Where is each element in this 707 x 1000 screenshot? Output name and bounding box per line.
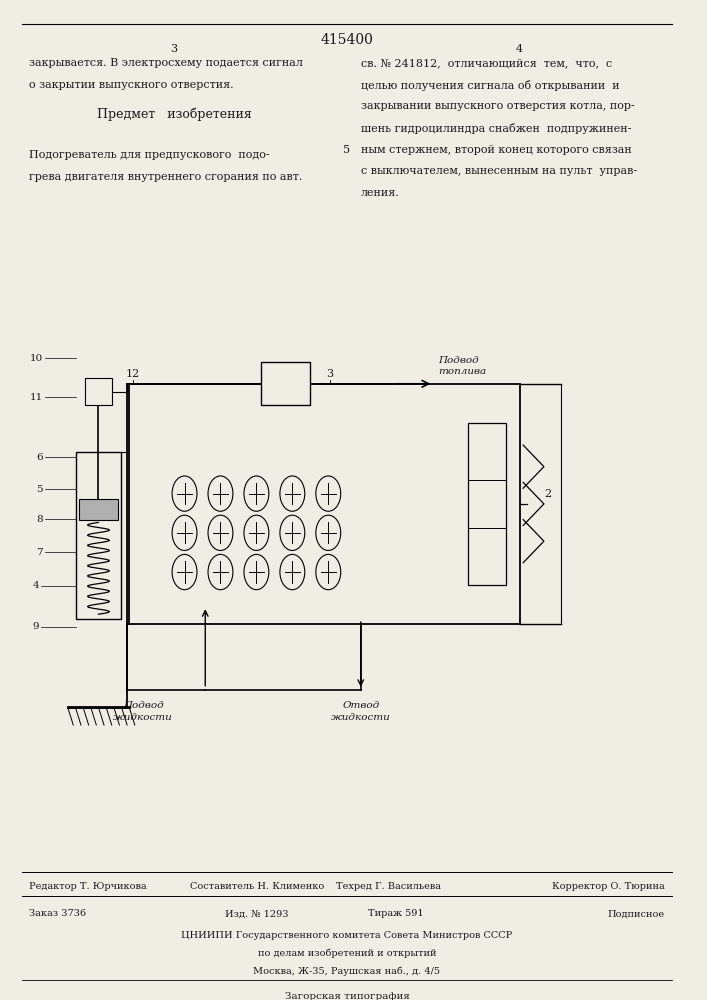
Text: 415400: 415400: [320, 33, 373, 47]
Text: 5: 5: [344, 145, 351, 155]
Text: Тираж 591: Тираж 591: [368, 909, 423, 918]
Bar: [78, 499, 118, 520]
Text: Корректор О. Тюрина: Корректор О. Тюрина: [552, 882, 665, 891]
Text: 9: 9: [33, 622, 40, 631]
Text: 11: 11: [30, 393, 43, 402]
Text: 1: 1: [280, 369, 287, 379]
Text: о закрытии выпускного отверстия.: о закрытии выпускного отверстия.: [29, 80, 233, 90]
Text: 4: 4: [33, 581, 40, 590]
Text: Техред Г. Васильева: Техред Г. Васильева: [336, 882, 441, 891]
Text: ЦНИИПИ Государственного комитета Совета Министров СССР: ЦНИИПИ Государственного комитета Совета …: [181, 931, 513, 940]
Text: 12: 12: [126, 369, 140, 379]
Bar: [76, 452, 121, 619]
Text: целью получения сигнала об открывании  и: целью получения сигнала об открывании и: [361, 80, 619, 91]
Text: шень гидроцилиндра снабжен  подпружинен-: шень гидроцилиндра снабжен подпружинен-: [361, 123, 631, 134]
Text: 3: 3: [170, 44, 177, 54]
Bar: [468, 423, 506, 585]
Text: 6: 6: [36, 453, 43, 462]
Bar: [86, 378, 112, 405]
Text: по делам изобретений и открытий: по делам изобретений и открытий: [257, 949, 436, 958]
Bar: [129, 384, 520, 624]
Text: Подвод
жидкости: Подвод жидкости: [113, 701, 173, 722]
Text: Подогреватель для предпускового  подо-: Подогреватель для предпускового подо-: [29, 150, 269, 160]
Text: Составитель Н. Клименко: Составитель Н. Клименко: [190, 882, 325, 891]
Text: 3: 3: [326, 369, 333, 379]
Text: закрывается. В электросхему подается сигнал: закрывается. В электросхему подается сиг…: [29, 58, 303, 68]
Text: с выключателем, вынесенным на пульт  управ-: с выключателем, вынесенным на пульт упра…: [361, 166, 637, 176]
Text: Подписное: Подписное: [608, 909, 665, 918]
Text: Редактор Т. Юрчикова: Редактор Т. Юрчикова: [29, 882, 146, 891]
Text: 8: 8: [36, 515, 43, 524]
Text: Предмет   изобретения: Предмет изобретения: [97, 107, 252, 121]
Bar: [261, 362, 310, 405]
Text: 7: 7: [36, 548, 43, 557]
Text: 5: 5: [36, 485, 43, 494]
Text: 2: 2: [544, 489, 551, 499]
Text: 4: 4: [516, 44, 523, 54]
Text: Подвод
топлива: Подвод топлива: [438, 356, 486, 376]
Text: закрывании выпускного отверстия котла, пор-: закрывании выпускного отверстия котла, п…: [361, 101, 634, 111]
Text: Загорская типография: Загорская типография: [284, 992, 409, 1000]
Text: грева двигателя внутреннего сгорания по авт.: грева двигателя внутреннего сгорания по …: [29, 172, 303, 182]
Text: ления.: ления.: [361, 188, 399, 198]
Text: Отвод
жидкости: Отвод жидкости: [331, 701, 391, 722]
Text: св. № 241812,  отличающийся  тем,  что,  с: св. № 241812, отличающийся тем, что, с: [361, 58, 612, 68]
Text: 10: 10: [30, 354, 43, 363]
Text: Заказ 3736: Заказ 3736: [29, 909, 86, 918]
Text: Москва, Ж-35, Раушская наб., д. 4/5: Москва, Ж-35, Раушская наб., д. 4/5: [253, 966, 440, 976]
Text: ным стержнем, второй конец которого связан: ным стержнем, второй конец которого связ…: [361, 145, 631, 155]
Text: Изд. № 1293: Изд. № 1293: [226, 909, 289, 918]
